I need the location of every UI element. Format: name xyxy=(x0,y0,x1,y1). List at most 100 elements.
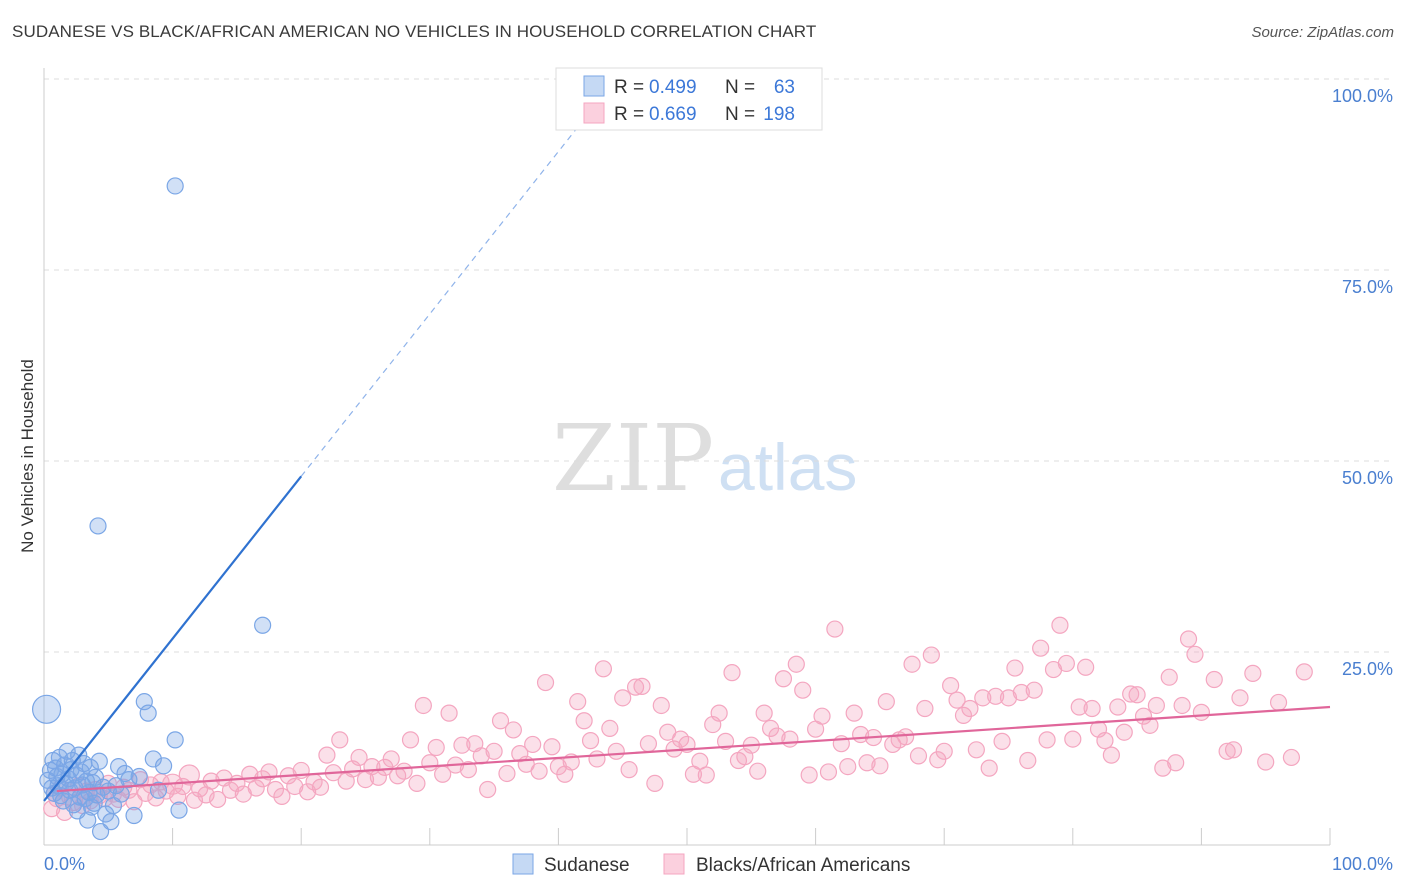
legend-swatch-blacks xyxy=(663,853,685,875)
data-point-blacks xyxy=(1115,723,1133,741)
data-point-blacks xyxy=(633,677,651,695)
data-point-blacks xyxy=(716,732,735,750)
data-point-blacks xyxy=(169,787,187,805)
data-point-blacks xyxy=(311,778,330,796)
data-point-blacks xyxy=(948,691,966,709)
y-tick-label: 25.0% xyxy=(1342,659,1393,679)
stats-legend-swatch-sudanese xyxy=(583,75,605,97)
data-point-blacks xyxy=(421,754,439,772)
data-point-blacks xyxy=(1186,645,1204,663)
data-point-blacks xyxy=(697,766,715,784)
data-point-blacks xyxy=(871,757,889,775)
data-point-blacks xyxy=(498,764,516,783)
data-point-sudanese xyxy=(79,811,97,829)
data-point-blacks xyxy=(414,696,432,715)
data-point-sudanese xyxy=(170,801,188,819)
data-point-blacks xyxy=(774,670,793,688)
data-point-blacks xyxy=(594,660,613,678)
data-point-blacks xyxy=(607,742,625,760)
data-point-blacks xyxy=(755,704,773,722)
data-point-blacks xyxy=(1244,664,1262,682)
data-point-sudanese xyxy=(125,806,143,825)
stats-legend-n-value-2: 198 xyxy=(763,104,795,125)
data-point-blacks xyxy=(1102,746,1120,764)
data-point-blacks xyxy=(1070,698,1088,716)
data-point-blacks xyxy=(543,738,561,756)
data-point-blacks xyxy=(652,696,670,715)
data-point-blacks xyxy=(787,655,805,673)
data-point-blacks xyxy=(1205,670,1223,689)
axes xyxy=(43,68,1331,846)
data-point-sudanese xyxy=(166,731,184,749)
data-point-blacks xyxy=(903,655,921,673)
data-point-blacks xyxy=(897,728,915,746)
data-point-blacks xyxy=(974,689,992,707)
data-point-blacks xyxy=(1083,699,1101,718)
data-point-blacks xyxy=(1141,716,1159,734)
trendline-sudanese xyxy=(43,475,303,802)
y-tick-label: 50.0% xyxy=(1342,468,1393,488)
data-point-blacks xyxy=(479,780,497,799)
data-point-sudanese xyxy=(54,792,72,810)
data-point-sudanese xyxy=(112,785,130,803)
data-point-blacks xyxy=(350,748,368,767)
data-point-blacks xyxy=(1192,703,1211,721)
data-point-sudanese xyxy=(149,781,168,799)
data-point-blacks xyxy=(961,699,979,718)
data-point-blacks xyxy=(620,761,638,779)
data-point-sudanese xyxy=(139,704,157,722)
watermark-zip: ZIP xyxy=(552,405,714,512)
data-point-blacks xyxy=(794,681,812,699)
data-point-blacks xyxy=(1295,663,1313,681)
data-point-blacks xyxy=(614,689,632,707)
data-point-blacks xyxy=(813,707,831,725)
bottom-legend: Sudanese Blacks/African Americans xyxy=(512,853,910,876)
y-tick-label: 100.0% xyxy=(1332,86,1393,106)
data-point-blacks xyxy=(1064,730,1082,748)
data-point-blacks xyxy=(318,746,336,764)
data-point-blacks xyxy=(1179,630,1198,648)
stats-legend-r-value-2: 0.669 xyxy=(649,104,697,125)
stats-legend-swatch-blacks xyxy=(583,102,605,124)
data-point-blacks xyxy=(1154,759,1172,777)
data-point-blacks xyxy=(858,754,876,772)
data-point-blacks xyxy=(993,732,1011,750)
data-point-blacks xyxy=(1109,698,1127,716)
data-point-sudanese xyxy=(154,757,173,775)
data-point-blacks xyxy=(1006,659,1024,677)
stats-legend-r-value-1: 0.499 xyxy=(649,77,697,98)
data-point-sudanese xyxy=(31,694,62,724)
data-point-blacks xyxy=(1057,654,1075,673)
data-point-blacks xyxy=(382,750,400,768)
data-point-blacks xyxy=(1173,696,1191,715)
data-point-blacks xyxy=(1032,639,1050,657)
data-point-blacks xyxy=(1257,753,1275,771)
data-point-blacks xyxy=(935,742,953,760)
data-point-blacks xyxy=(916,699,934,718)
data-point-sudanese xyxy=(89,517,107,535)
data-point-blacks xyxy=(839,757,857,776)
data-point-sudanese xyxy=(254,616,272,634)
data-point-blacks xyxy=(999,689,1018,707)
data-point-blacks xyxy=(530,762,548,780)
data-point-blacks xyxy=(1231,689,1249,707)
data-point-blacks xyxy=(1077,658,1095,676)
data-point-blacks xyxy=(247,779,265,797)
data-point-blacks xyxy=(826,620,844,638)
data-point-blacks xyxy=(485,742,503,760)
gridlines xyxy=(44,78,1393,653)
series-blacks-african-americans xyxy=(43,616,1313,822)
data-point-blacks xyxy=(524,735,542,754)
data-point-blacks xyxy=(401,731,420,749)
data-point-blacks xyxy=(626,678,645,696)
data-point-sudanese xyxy=(102,813,120,831)
watermark-atlas: atlas xyxy=(718,430,857,504)
data-point-blacks xyxy=(1147,696,1165,715)
legend-swatch-sudanese xyxy=(512,853,534,875)
data-point-blacks xyxy=(273,787,291,805)
data-point-blacks xyxy=(569,693,587,711)
x-tick-labels: 0.0% 100.0% xyxy=(44,854,1393,874)
data-point-blacks xyxy=(408,774,426,793)
x-tick-label-left: 0.0% xyxy=(44,854,85,874)
